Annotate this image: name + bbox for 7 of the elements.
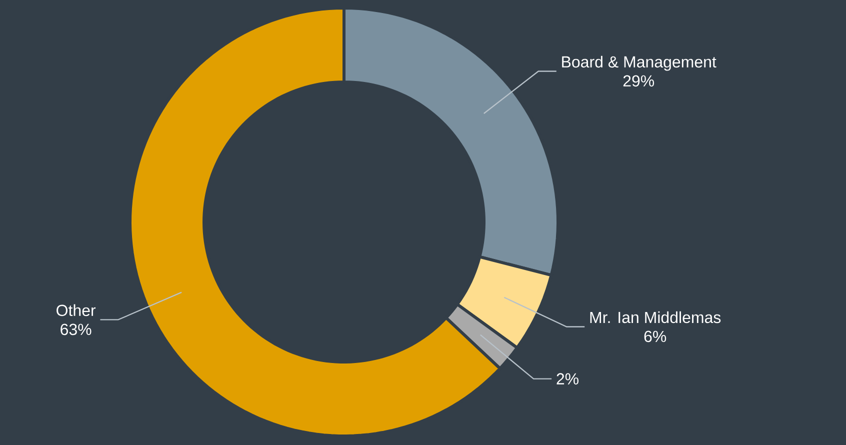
data-label: 63% [60,324,92,336]
slice-label: Board & Management [562,56,716,71]
data-label: 2% [556,373,578,384]
slice-label: Other [56,304,96,316]
slice-label: Mr. Ian Middlemas [590,311,721,324]
data-label: 29% [623,75,654,87]
data-label: 6% [644,330,666,342]
